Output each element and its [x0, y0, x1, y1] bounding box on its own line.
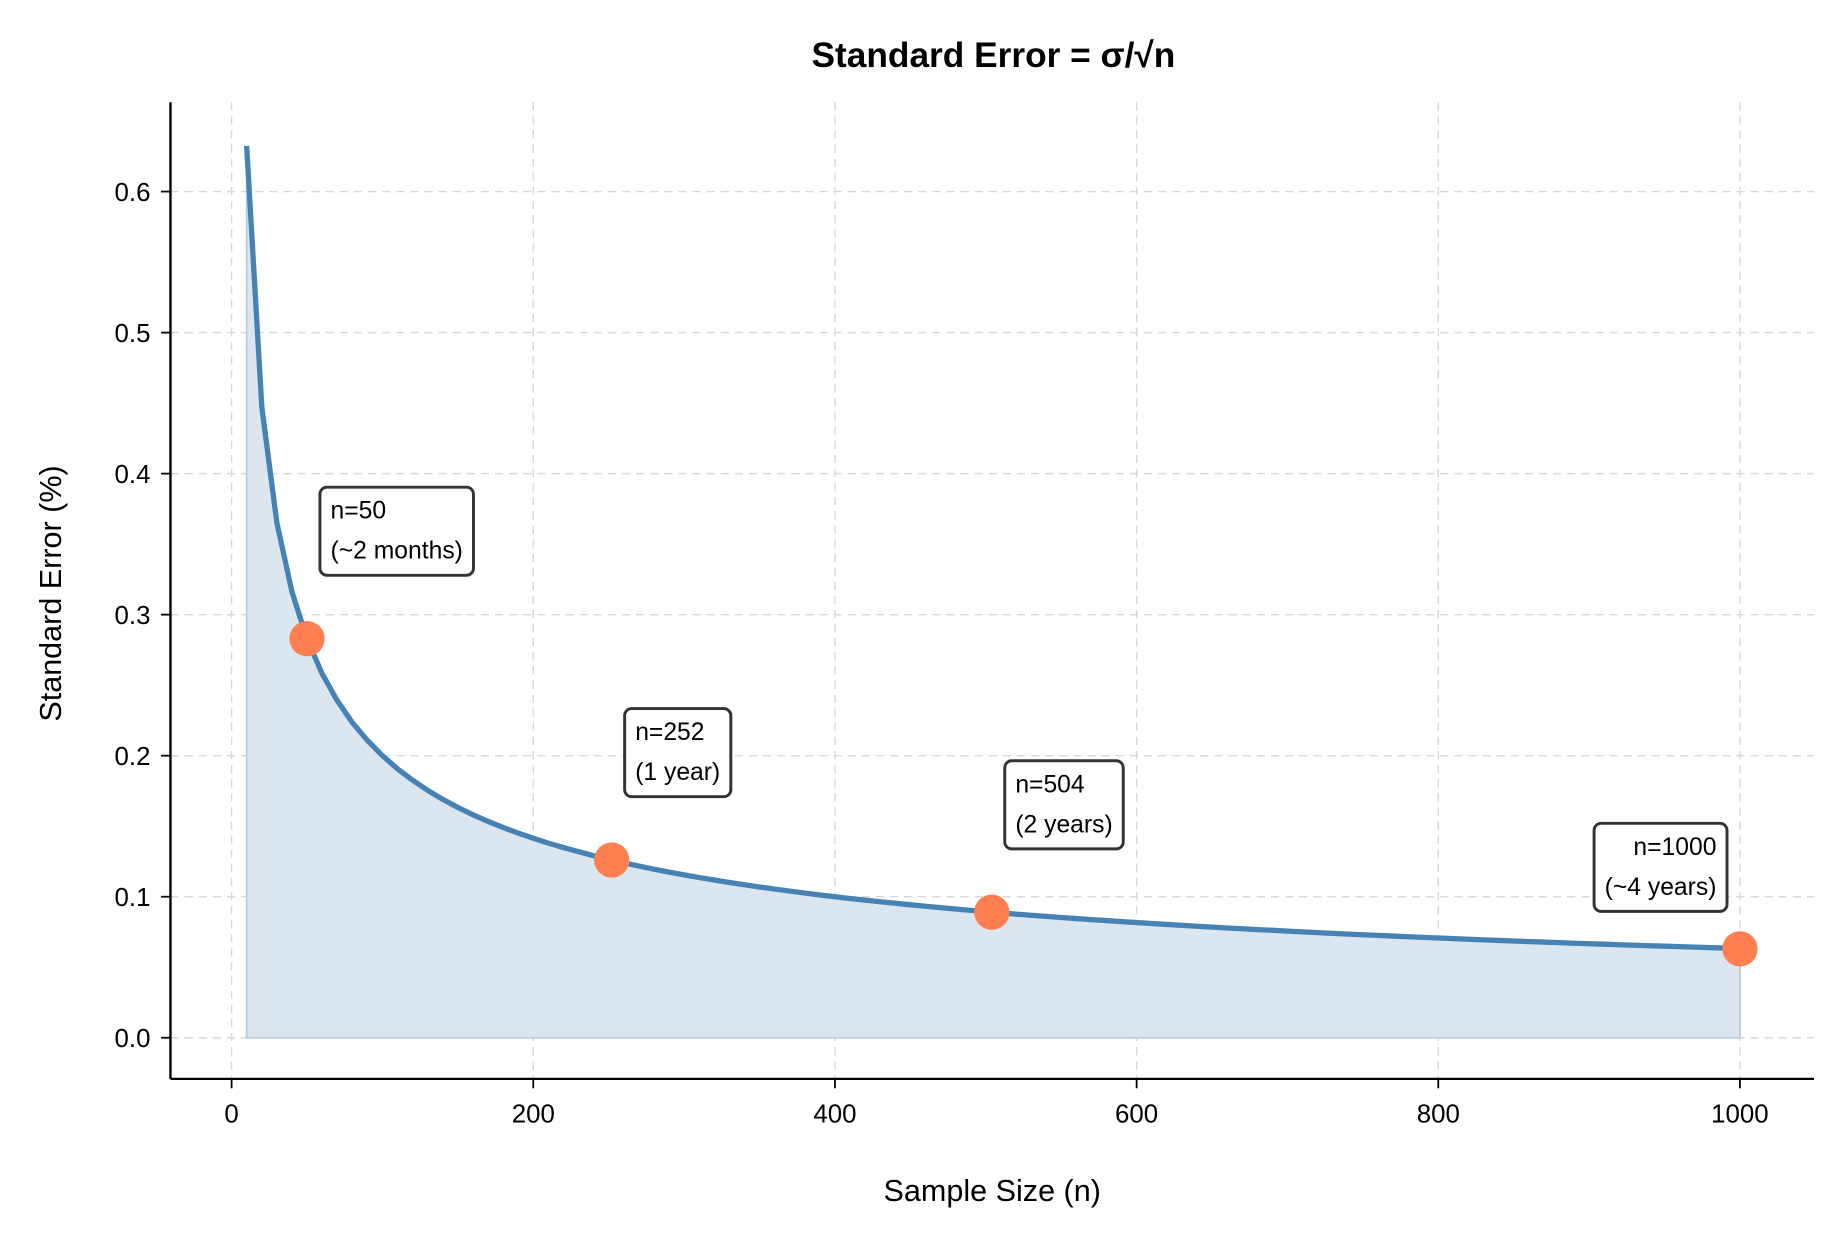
x-tick-label: 0 — [224, 1100, 238, 1128]
x-tick-label: 400 — [813, 1100, 856, 1128]
annotation-line2: (1 year) — [635, 759, 720, 786]
y-tick-label: 0.5 — [115, 320, 151, 348]
y-tick-label: 0.0 — [115, 1025, 151, 1053]
y-tick-label: 0.6 — [115, 179, 151, 207]
x-tick-label: 1000 — [1711, 1100, 1769, 1128]
y-tick-label: 0.3 — [115, 602, 151, 630]
annotation-line2: (2 years) — [1015, 811, 1112, 838]
chart-title: Standard Error = σ/√n — [812, 36, 1176, 75]
annotation-box — [1003, 759, 1125, 851]
annotation-box — [318, 485, 475, 577]
x-tick-label: 200 — [512, 1100, 555, 1128]
x-tick-label: 800 — [1417, 1100, 1460, 1128]
plot-area — [244, 145, 1758, 1039]
highlight-point — [1722, 931, 1758, 967]
annotations: n=50 (~2 months) n=252 (1 year) n=504 (2 year… — [318, 485, 1729, 913]
x-tick-label: 600 — [1115, 1100, 1158, 1128]
annotation-line1: n=252 — [635, 719, 704, 746]
annotation-line1: n=1000 — [1633, 834, 1716, 861]
y-tick-label: 0.1 — [115, 884, 151, 912]
annotation-line2: (~2 months) — [331, 538, 463, 565]
y-axis-label: Standard Error (%) — [34, 465, 68, 721]
annotation-line2: (~4 years) — [1605, 874, 1717, 901]
highlight-point — [289, 620, 325, 657]
annotation-line1: n=50 — [331, 498, 387, 525]
highlight-point — [594, 842, 630, 878]
highlight-point — [974, 894, 1010, 930]
annotation-box — [623, 707, 733, 799]
ticks: 0 200 400 600 800 1000 0.0 0.1 0.2 0.3 0.4 0.5 0.6 — [115, 179, 1769, 1128]
annotation-line1: n=504 — [1015, 771, 1084, 798]
y-tick-label: 0.2 — [115, 743, 151, 771]
annotation-box — [1592, 821, 1729, 913]
x-axis-label: Sample Size (n) — [884, 1174, 1101, 1208]
y-tick-label: 0.4 — [115, 461, 151, 489]
